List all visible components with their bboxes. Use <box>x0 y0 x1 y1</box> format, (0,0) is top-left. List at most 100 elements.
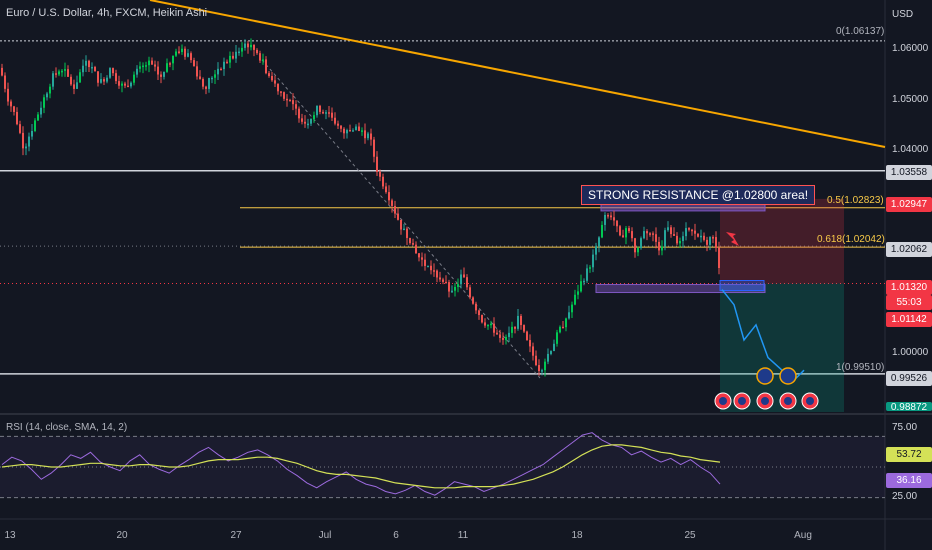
candle-body-37 <box>112 68 114 74</box>
candle-body-26 <box>79 72 81 83</box>
candle-body-145 <box>436 270 438 278</box>
candle-body-204 <box>613 217 615 221</box>
candle-body-96 <box>289 99 291 102</box>
resistance-annotation[interactable]: STRONG RESISTANCE @1.02800 area! <box>581 185 816 205</box>
candle-body-151 <box>454 286 456 291</box>
candle-body-116 <box>349 130 351 132</box>
candle-body-228 <box>685 228 687 237</box>
candle-body-224 <box>673 234 675 236</box>
candle-body-65 <box>196 66 198 77</box>
currency-label: USD <box>892 9 914 20</box>
candle-body-86 <box>259 53 261 61</box>
candle-body-121 <box>364 130 366 139</box>
candle-body-104 <box>313 115 315 120</box>
candle-body-203 <box>610 215 612 218</box>
candle-body-66 <box>199 76 201 79</box>
fib-label-0618: 0.618(1.02042) <box>817 234 885 245</box>
candle-body-161 <box>484 322 486 326</box>
candle-body-63 <box>190 53 192 61</box>
candle-body-124 <box>373 139 375 157</box>
candle-body-71 <box>214 74 216 78</box>
eu-event-icon-0 <box>756 367 774 385</box>
candle-body-146 <box>439 277 441 280</box>
time-label-jul: Jul <box>318 530 332 541</box>
price-tag-103558: 1.03558 <box>886 165 932 180</box>
candle-body-186 <box>559 326 561 333</box>
candle-body-218 <box>655 234 657 242</box>
horizontal-levels <box>0 0 886 379</box>
candle-body-29 <box>88 60 90 68</box>
candle-body-100 <box>301 118 303 122</box>
candle-body-97 <box>292 100 294 105</box>
candle-body-139 <box>418 253 420 258</box>
candle-body-232 <box>697 233 699 237</box>
candle-body-111 <box>334 117 336 124</box>
candle-body-199 <box>598 237 600 247</box>
price-tag-102062: 1.02062 <box>886 242 932 257</box>
candle-body-79 <box>238 51 240 54</box>
candle-body-61 <box>184 48 186 57</box>
candle-body-27 <box>82 65 84 73</box>
candle-body-45 <box>136 68 138 75</box>
candle-body-171 <box>514 326 516 329</box>
candle-body-39 <box>118 81 120 86</box>
candle-body-34 <box>103 79 105 82</box>
candle-body-183 <box>550 351 552 354</box>
candle-body-59 <box>178 51 180 53</box>
candle-body-128 <box>385 186 387 193</box>
price-tag-bottom: 0.98872 <box>886 402 932 411</box>
candle-body-109 <box>328 112 330 114</box>
rsi-line <box>1 432 721 496</box>
candle-body-123 <box>370 133 372 140</box>
candle-body-213 <box>640 238 642 249</box>
candle-body-158 <box>475 303 477 311</box>
candle-body-32 <box>97 71 99 83</box>
eu-event-icon-1 <box>779 367 797 385</box>
event-flag-inner-icon-1 <box>738 397 746 405</box>
candle-body-217 <box>652 233 654 235</box>
candle-body-113 <box>340 125 342 129</box>
candle-body-122 <box>367 133 369 139</box>
candle-body-112 <box>337 123 339 126</box>
candles-group <box>1 38 720 377</box>
candle-body-15 <box>46 93 48 98</box>
candle-body-103 <box>310 119 312 124</box>
candle-body-13 <box>40 107 42 115</box>
candle-body-132 <box>397 213 399 220</box>
candle-body-80 <box>241 47 243 52</box>
candle-body-120 <box>361 130 363 132</box>
candle-body-206 <box>619 226 621 236</box>
price-tag-102947: 1.02947 <box>886 197 932 212</box>
candle-body-163 <box>490 323 492 326</box>
candle-body-108 <box>325 112 327 114</box>
rsi-tick-75: 75.00 <box>892 422 918 433</box>
candle-body-185 <box>556 332 558 344</box>
candle-body-210 <box>631 231 633 239</box>
candle-body-138 <box>415 244 417 254</box>
candle-body-73 <box>220 68 222 71</box>
candle-body-192 <box>577 291 579 295</box>
time-label-13: 13 <box>4 530 16 541</box>
candle-body-231 <box>694 230 696 234</box>
price-tag-101142: 1.01142 <box>886 312 932 327</box>
candle-body-102 <box>307 123 309 126</box>
candle-body-220 <box>661 246 663 251</box>
candle-body-88 <box>265 59 267 74</box>
support-box <box>595 284 766 294</box>
candle-body-131 <box>394 205 396 214</box>
candle-body-221 <box>664 230 666 247</box>
candle-body-19 <box>58 71 60 75</box>
candle-body-75 <box>226 61 228 64</box>
candle-body-42 <box>127 85 129 88</box>
candle-body-8 <box>25 146 27 149</box>
candle-body-157 <box>472 297 474 304</box>
candle-body-14 <box>43 97 45 108</box>
rsi-sma-value: 53.72 <box>886 447 932 462</box>
rsi-value: 36.16 <box>886 473 932 488</box>
candle-body-53 <box>160 74 162 77</box>
candle-body-51 <box>154 64 156 67</box>
candle-body-84 <box>253 44 255 50</box>
candle-body-226 <box>679 241 681 244</box>
candle-body-208 <box>625 228 627 238</box>
